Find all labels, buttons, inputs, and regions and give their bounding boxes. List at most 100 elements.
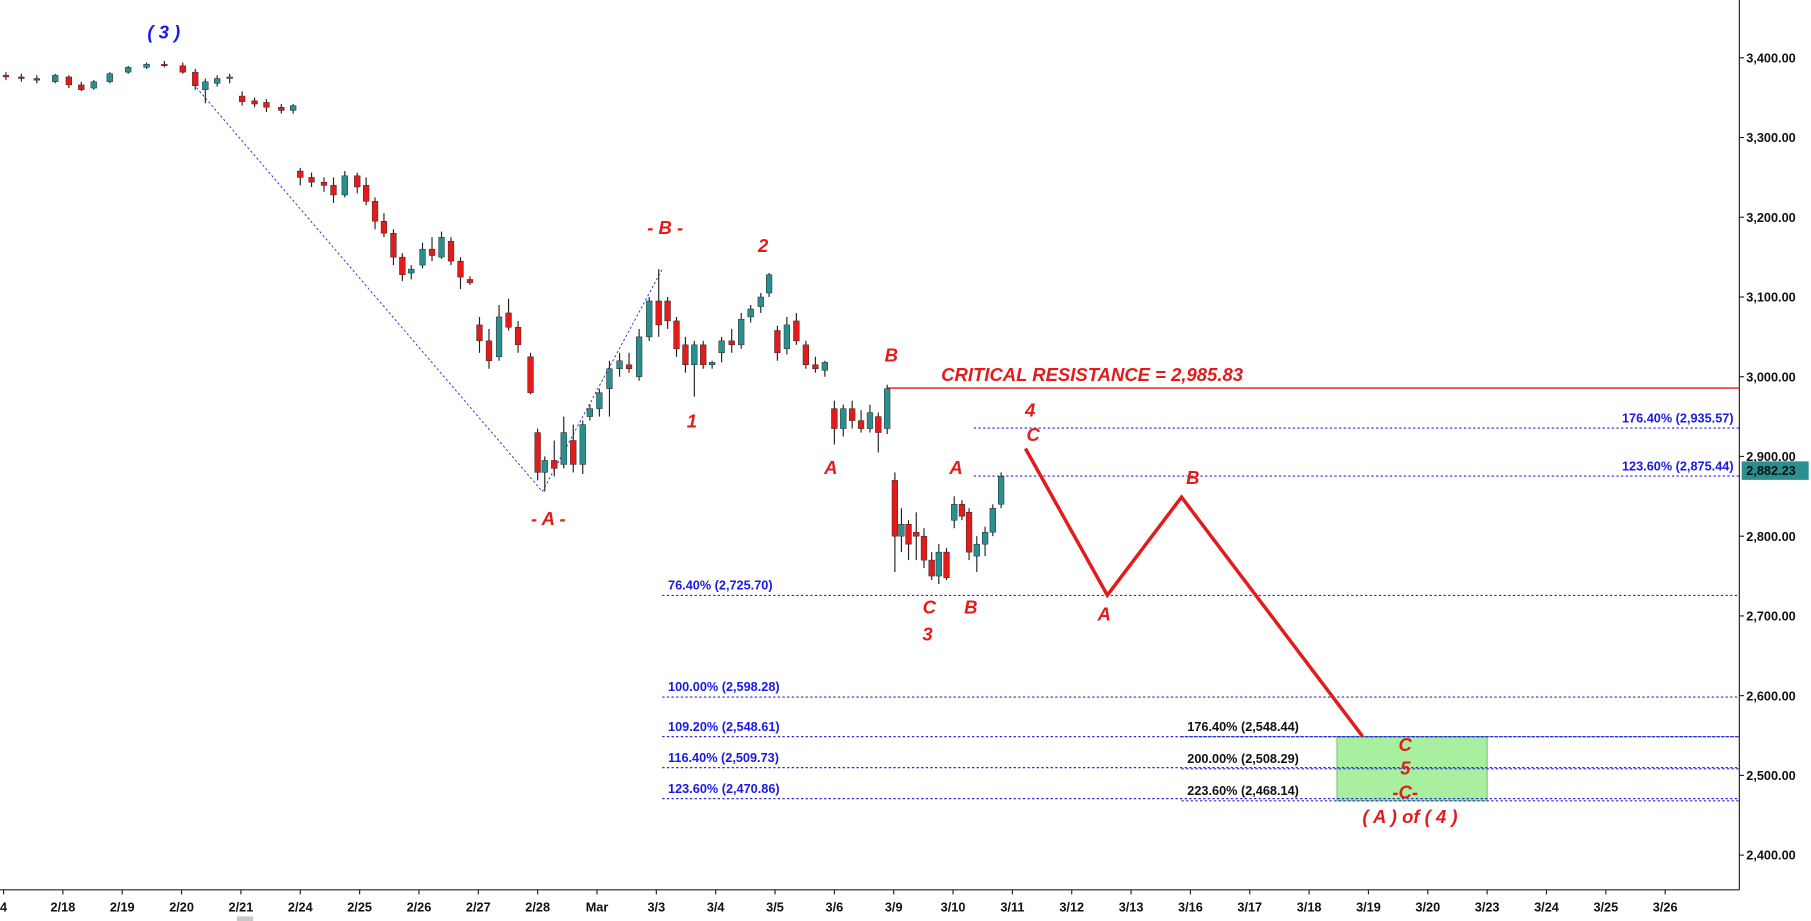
- candle-body: [380, 221, 388, 234]
- y-tick-label: 2,900.00: [1746, 449, 1795, 464]
- y-tick-label: 3,300.00: [1746, 130, 1795, 145]
- candle-body: [812, 364, 819, 369]
- candle-body: [65, 76, 72, 86]
- wave-label: - A -: [531, 508, 566, 529]
- candle-body: [466, 279, 474, 283]
- candle-body: [981, 531, 989, 545]
- candle-body: [579, 424, 586, 465]
- wave-label: C: [923, 596, 937, 617]
- candle-body: [308, 177, 315, 183]
- candle-body: [616, 360, 623, 369]
- candle-body: [840, 408, 847, 429]
- x-tick-label: 3/5: [766, 900, 784, 915]
- fib-label: 200.00% (2,508.29): [1187, 751, 1299, 766]
- candle-body: [570, 440, 577, 465]
- candle-body: [625, 364, 633, 369]
- last-price-box: [1741, 461, 1809, 480]
- projection-path: [1023, 447, 1364, 738]
- x-tick-label: 2/28: [525, 900, 550, 915]
- candle-body: [951, 504, 958, 521]
- y-tick-label: 2,600.00: [1746, 688, 1795, 703]
- y-tick-label: 3,400.00: [1746, 50, 1795, 65]
- candle-body: [913, 531, 920, 537]
- candle-body: [875, 416, 882, 433]
- x-tick-label: 3/24: [1534, 900, 1559, 915]
- candle-body: [485, 340, 493, 362]
- x-tick-label: 3/25: [1593, 900, 1618, 915]
- candle-body: [866, 412, 874, 429]
- wave-label: -C-: [1392, 781, 1418, 802]
- candle-body: [527, 356, 534, 393]
- candle-body: [78, 84, 85, 90]
- candle-body: [691, 344, 698, 366]
- candle-body: [297, 170, 304, 178]
- y-tick-label: 2,500.00: [1746, 768, 1795, 783]
- x-tick-label: 3/11: [1000, 900, 1024, 915]
- wave-label: ( 3 ): [147, 21, 180, 42]
- candle-body: [238, 95, 246, 102]
- fib-label: 223.60% (2,468.14): [1187, 783, 1299, 798]
- x-tick-label: 3/17: [1237, 900, 1262, 915]
- x-tick-label: 3/16: [1178, 900, 1203, 915]
- candle-body: [708, 362, 716, 366]
- scrollbar[interactable]: [236, 916, 254, 921]
- fib-label: 123.60% (2,875.44): [1622, 458, 1734, 473]
- candle-body: [774, 330, 781, 354]
- candle-body: [943, 551, 950, 578]
- candle-body: [928, 559, 935, 577]
- candle-body: [125, 67, 132, 73]
- fib-label: 76.40% (2,725.70): [668, 578, 773, 593]
- fib-label: 109.20% (2,548.61): [668, 719, 780, 734]
- x-tick-label: 2/18: [51, 900, 76, 915]
- candle-body: [551, 460, 558, 469]
- wave-label: C: [1399, 734, 1413, 755]
- candle-body: [341, 175, 348, 196]
- x-tick-label: 3/12: [1059, 900, 1084, 915]
- candle-body: [636, 336, 643, 377]
- candle-body: [363, 185, 370, 202]
- candle-body: [700, 344, 707, 366]
- x-tick-label: 3/4: [707, 900, 725, 915]
- resistance-label: CRITICAL RESISTANCE = 2,985.83: [941, 364, 1244, 385]
- candle-body: [831, 408, 838, 429]
- candle-body: [320, 181, 328, 186]
- y-tick-label: 3,000.00: [1746, 369, 1795, 384]
- candle-body: [783, 324, 791, 350]
- wave-label: A: [823, 457, 837, 478]
- candle-body: [495, 316, 503, 358]
- candle-body: [728, 340, 735, 346]
- y-tick-label: 3,100.00: [1746, 290, 1795, 305]
- candle-body: [849, 408, 856, 421]
- last-price-label: 2,882.23: [1746, 463, 1795, 478]
- fib-label: 116.40% (2,509.73): [668, 750, 779, 765]
- x-tick-label: 3/26: [1653, 900, 1678, 915]
- candle-body: [958, 504, 966, 517]
- fib-label: 100.00% (2,598.28): [668, 679, 780, 694]
- wave-label: 3: [922, 623, 933, 644]
- candle-body: [90, 81, 97, 89]
- candle-body: [935, 551, 942, 577]
- x-tick-label: Mar: [586, 900, 609, 915]
- wave-label: 5: [1400, 757, 1411, 778]
- candle-body: [106, 73, 113, 82]
- candle-body: [179, 65, 186, 73]
- candle-body: [2, 75, 10, 78]
- candle-body: [505, 312, 512, 328]
- candle-body: [534, 432, 541, 473]
- candle-body: [905, 524, 912, 545]
- x-tick-label: 3/18: [1297, 900, 1322, 915]
- target-zone: [1336, 736, 1488, 802]
- fib-label: 123.60% (2,470.86): [668, 781, 780, 796]
- x-tick-label: 3/20: [1415, 900, 1440, 915]
- x-tick-label: 3/9: [885, 900, 903, 915]
- y-tick-label: 2,800.00: [1746, 529, 1795, 544]
- wave-label: C: [1026, 424, 1040, 445]
- wave-label: 1: [687, 411, 697, 432]
- candle-body: [560, 432, 567, 465]
- x-tick-label: 2/25: [347, 900, 372, 915]
- candle-body: [251, 100, 258, 105]
- candle-body: [371, 201, 379, 222]
